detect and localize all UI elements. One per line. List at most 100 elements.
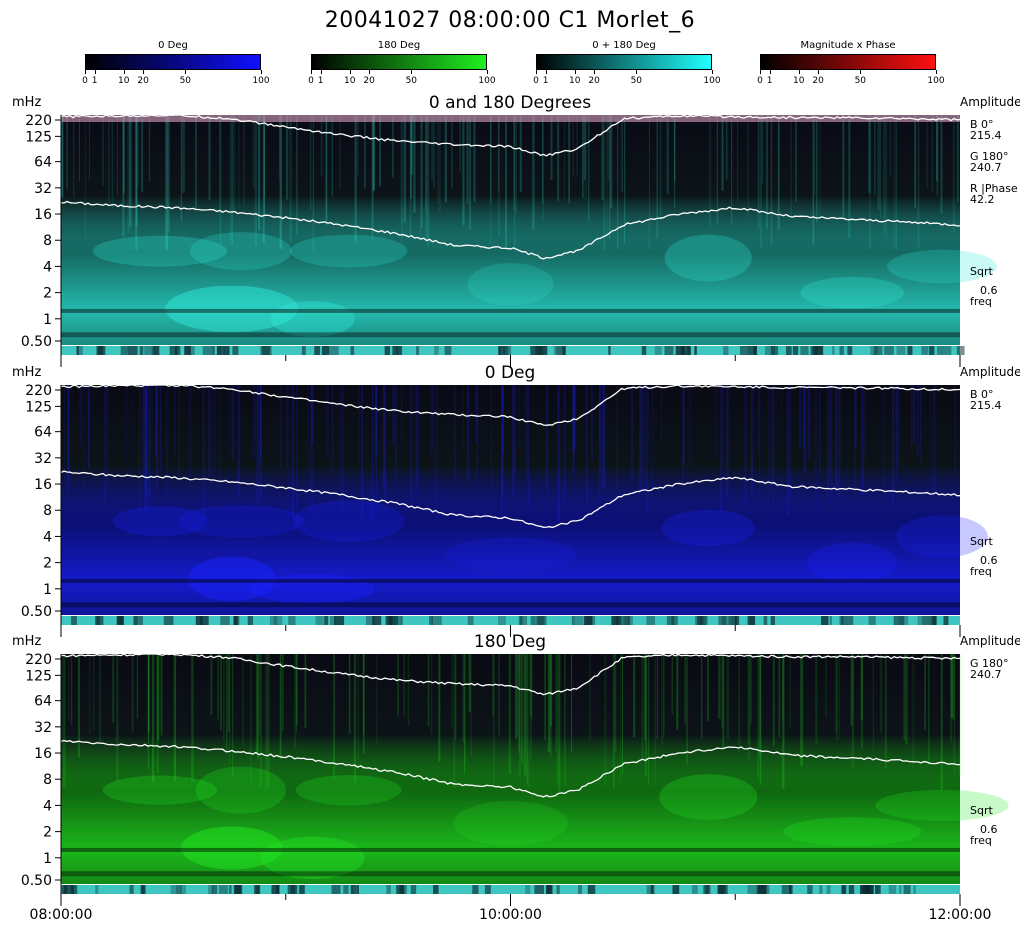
time-strip-segment <box>220 616 230 625</box>
sqrt-value: 0.6 <box>980 823 998 836</box>
time-strip-segment <box>807 885 813 894</box>
time-strip-segment <box>498 346 505 355</box>
time-strip-segment <box>699 616 707 625</box>
time-strip-segment <box>680 346 690 355</box>
time-strip-segment <box>562 346 566 355</box>
time-strip-segment <box>873 346 883 355</box>
heatmap-fill <box>61 654 960 884</box>
colorbar-tick-label: 100 <box>252 76 270 86</box>
sqrt-value: 0.6 <box>980 554 998 567</box>
colorbar-label: 180 Deg <box>377 40 421 51</box>
y-tick-label: 2 <box>43 825 52 841</box>
y-tick-label: 0.50 <box>21 604 52 620</box>
time-strip-segment <box>329 616 336 625</box>
y-tick-label: 0.50 <box>21 334 52 350</box>
colorbar-tick <box>769 70 771 74</box>
intensity-blob <box>293 500 405 542</box>
time-strip-segment <box>774 346 779 355</box>
time-strip-segment <box>219 346 225 355</box>
time-strip-segment <box>821 616 829 625</box>
time-strip-segment <box>212 346 215 355</box>
time-strip-segment <box>76 346 79 355</box>
time-strip-segment <box>847 346 853 355</box>
intensity-blob <box>177 504 304 538</box>
colorbar-tick-label: 0 <box>308 76 314 86</box>
time-strip-segment <box>61 885 68 894</box>
freq-label: freq <box>970 295 992 308</box>
time-strip-segment <box>247 616 254 625</box>
panel-title: 0 and 180 Degrees <box>429 93 591 113</box>
time-strip-segment <box>416 346 420 355</box>
time-strip-segment <box>763 616 768 625</box>
colorbar-4: Magnitude x Phase 0 1 10 20 50 100 <box>757 40 944 92</box>
y-tick-label: 125 <box>25 129 52 145</box>
y-tick-label: 8 <box>43 503 52 519</box>
figure-title: 20041027 08:00:00 C1 Morlet_6 <box>324 8 696 33</box>
time-strip-segment <box>392 346 403 355</box>
time-strip-segment <box>96 616 100 625</box>
intensity-blob <box>659 774 758 820</box>
y-tick-label: 32 <box>34 181 52 197</box>
time-strip-segment <box>273 616 283 625</box>
time-strip-segment <box>228 885 232 894</box>
time-strip-segment <box>788 885 792 894</box>
y-tick-label: 64 <box>34 425 52 441</box>
amplitude-value: 42.2 <box>970 193 995 206</box>
time-strip-segment <box>903 885 911 894</box>
time-strip-segment <box>839 346 844 355</box>
time-strip-segment <box>95 885 99 894</box>
time-strip-segment <box>350 885 354 894</box>
y-tick-label: 32 <box>34 720 52 736</box>
y-tick-label: 125 <box>25 399 52 415</box>
time-strip-segment <box>530 616 536 625</box>
colorbar-gradient <box>760 54 936 70</box>
dark-band <box>61 602 960 608</box>
time-strip-segment <box>819 885 823 894</box>
colorbar-tick-label: 1 <box>91 76 98 86</box>
intensity-blob <box>165 285 299 333</box>
colorbar-gradient <box>85 54 261 70</box>
time-strip-segment <box>174 346 181 355</box>
time-strip-segment <box>697 616 704 625</box>
time-strip-segment <box>151 346 156 355</box>
panel-title: 0 Deg <box>485 363 536 383</box>
intensity-blob <box>453 800 568 846</box>
time-strip <box>61 616 960 625</box>
time-strip-segment <box>505 346 512 355</box>
time-strip-segment <box>731 616 740 625</box>
colorbar-tick-label: 1 <box>766 76 773 86</box>
intensity-blob <box>661 509 755 547</box>
colorbar-tick-label: 10 <box>117 76 130 86</box>
intensity-blob <box>250 574 375 604</box>
colorbar-tick <box>85 70 86 74</box>
y-tick-label: 2 <box>43 286 52 302</box>
intensity-blob <box>295 774 402 806</box>
lower-overlay-curve <box>60 200 960 260</box>
time-strip-segment <box>262 346 272 355</box>
time-strip-segment <box>956 346 965 355</box>
time-strip-segment <box>129 885 134 894</box>
time-strip-segment <box>365 616 376 625</box>
time-strip-segment <box>202 346 213 355</box>
y-tick-label: 16 <box>34 746 52 762</box>
time-strip-segment <box>71 616 77 625</box>
time-strip-segment <box>866 885 874 894</box>
y-tick-label: 4 <box>43 798 52 814</box>
intensity-blob <box>189 232 292 271</box>
y-tick-label: 32 <box>34 451 52 467</box>
colorbar-gradient <box>311 54 487 70</box>
time-strip-segment <box>538 346 548 355</box>
time-strip-segment <box>913 885 916 894</box>
time-strip-segment <box>694 346 697 355</box>
time-strip-segment <box>144 346 155 355</box>
colorbar-tick-label: 50 <box>854 76 867 86</box>
time-strip-segment <box>433 885 439 894</box>
colorbar-tick-label: 50 <box>405 76 418 86</box>
intensity-blob <box>806 542 898 583</box>
y-unit-label: mHz <box>12 365 41 380</box>
time-strip-segment <box>583 616 593 625</box>
time-strip-segment <box>389 616 399 625</box>
colorbar-tick-label: 100 <box>478 76 496 86</box>
time-strip-segment <box>829 616 832 625</box>
